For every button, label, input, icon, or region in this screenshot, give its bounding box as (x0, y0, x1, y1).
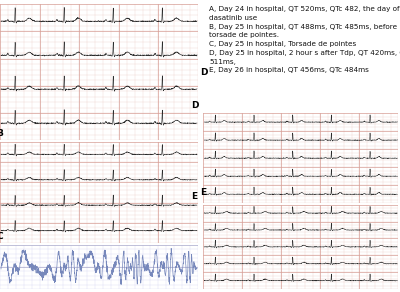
Text: C: C (0, 232, 3, 241)
Text: D: D (192, 101, 199, 110)
Text: E: E (200, 188, 206, 197)
Text: E: E (192, 192, 198, 201)
Text: B: B (0, 128, 3, 138)
Text: A, Day 24 in hospital, QT 520ms, QTc 482, the day of
dasatinib use
B, Day 25 in : A, Day 24 in hospital, QT 520ms, QTc 482… (209, 6, 400, 73)
Text: D: D (200, 68, 208, 77)
